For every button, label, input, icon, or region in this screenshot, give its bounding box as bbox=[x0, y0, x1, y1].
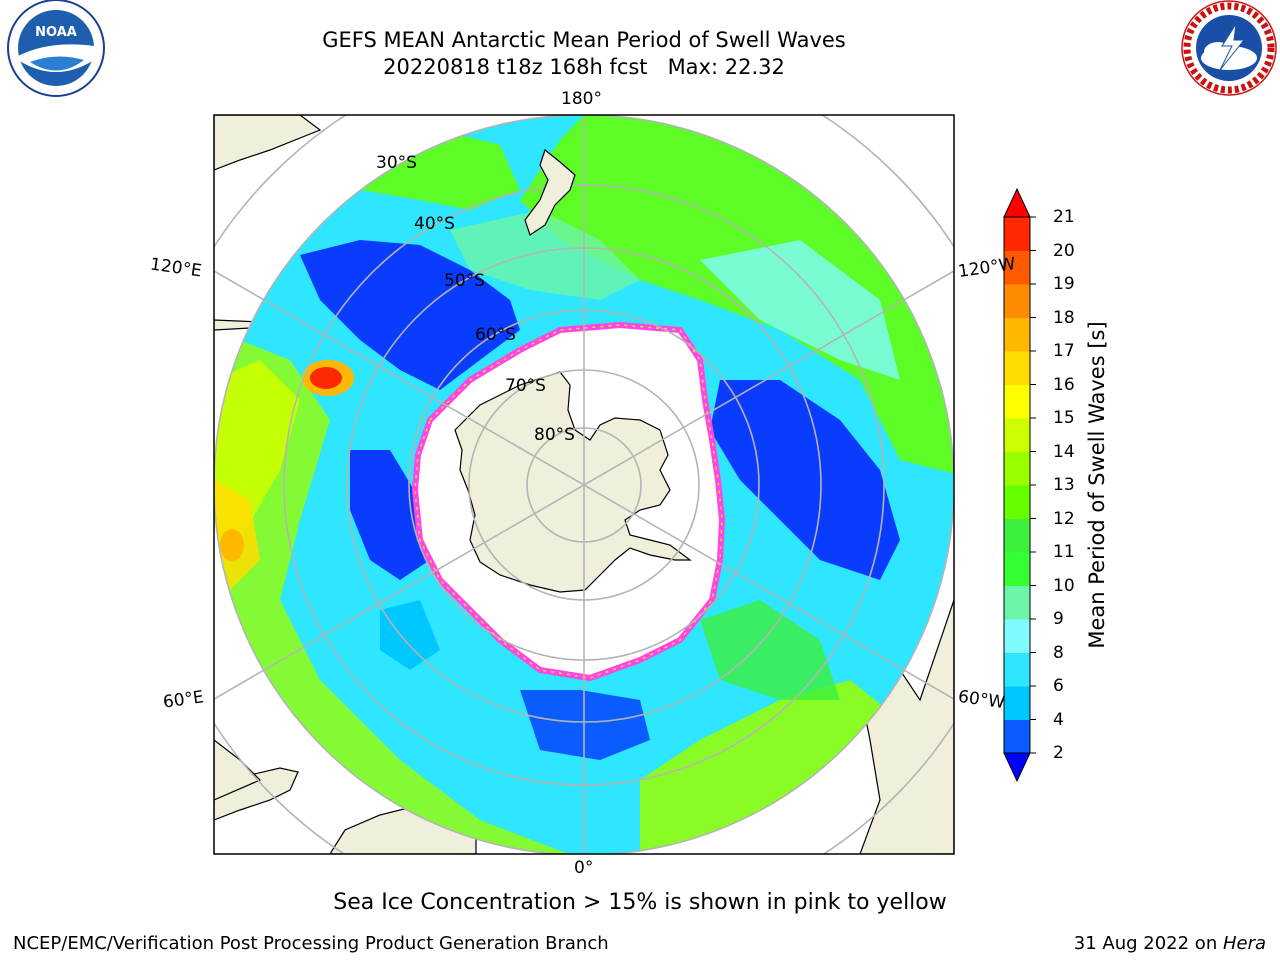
map-title: GEFS MEAN Antarctic Mean Period of Swell… bbox=[322, 28, 846, 52]
colorbar-swatch bbox=[1004, 451, 1030, 486]
nws-logo-icon bbox=[1181, 0, 1277, 96]
colorbar-tick-label: 2 bbox=[1053, 743, 1064, 763]
colorbar-tick-label: 4 bbox=[1053, 709, 1064, 730]
colorbar-swatch bbox=[1004, 485, 1030, 519]
colorbar-under-arrow bbox=[1003, 752, 1031, 783]
colorbar-swatch bbox=[1004, 518, 1030, 553]
colorbar-tick-label: 19 bbox=[1053, 274, 1075, 294]
lon-label-0: 0° bbox=[574, 858, 594, 878]
colorbar-swatch bbox=[1004, 619, 1030, 653]
colorbar-tick-label: 10 bbox=[1053, 575, 1075, 596]
footer-host: Hera bbox=[1222, 933, 1266, 954]
colorbar-tick-label: 13 bbox=[1053, 475, 1075, 495]
colorbar-swatch bbox=[1004, 384, 1030, 419]
colorbar-tick-label: 17 bbox=[1053, 341, 1075, 361]
colorbar-swatch bbox=[1004, 585, 1030, 620]
caption: Sea Ice Concentration > 15% is shown in … bbox=[333, 890, 947, 915]
colorbar-label: Mean Period of Swell Waves [s] bbox=[1085, 321, 1109, 649]
map-subtitle: 20220818 t18z 168h fcst Max: 22.32 bbox=[383, 55, 785, 79]
colorbar-tick-label: 9 bbox=[1053, 609, 1064, 629]
lat-label-50s: 50°S bbox=[444, 271, 485, 291]
colorbar-tick-label: 20 bbox=[1053, 240, 1075, 261]
colorbar-tick-label: 16 bbox=[1053, 374, 1075, 395]
colorbar-swatch bbox=[1004, 250, 1030, 285]
graticule bbox=[214, 115, 954, 854]
colorbar-tick-label: 6 bbox=[1053, 676, 1064, 696]
colorbar-swatch bbox=[1004, 719, 1030, 754]
footer-date: 31 Aug 2022 on Hera bbox=[1074, 933, 1266, 954]
noaa-logo-icon: NOAA bbox=[7, 0, 105, 97]
lat-label-60s: 60°S bbox=[475, 325, 516, 345]
lat-label-30s: 30°S bbox=[376, 153, 417, 173]
colorbar-swatch bbox=[1004, 317, 1030, 352]
colorbar-over-arrow bbox=[1003, 187, 1031, 218]
lat-label-80s: 80°S bbox=[534, 425, 575, 445]
map-frame bbox=[213, 114, 955, 855]
new-zealand-land bbox=[524, 148, 576, 236]
colorbar-tick-label: 8 bbox=[1053, 642, 1064, 663]
colorbar-swatch bbox=[1004, 284, 1030, 318]
colorbar-swatch bbox=[1004, 351, 1030, 385]
colorbar-tick-label: 15 bbox=[1053, 408, 1075, 428]
lon-label-180: 180° bbox=[561, 89, 602, 109]
footer-credit: NCEP/EMC/Verification Post Processing Pr… bbox=[13, 933, 609, 954]
colorbar-swatch bbox=[1004, 217, 1030, 251]
colorbar-swatch bbox=[1004, 652, 1030, 687]
colorbar-tick-label: 12 bbox=[1053, 508, 1075, 529]
antarctica-landmass bbox=[454, 371, 692, 593]
colorbar-swatch bbox=[1004, 418, 1030, 452]
footer-date-text: 31 Aug 2022 on bbox=[1073, 933, 1223, 954]
svg-text:NOAA: NOAA bbox=[35, 25, 77, 40]
lat-label-70s: 70°S bbox=[505, 376, 546, 396]
colorbar-tick-label: 21 bbox=[1053, 207, 1075, 227]
colorbar-swatch bbox=[1004, 686, 1030, 720]
colorbar-tick-label: 14 bbox=[1053, 441, 1075, 462]
colorbar-swatch bbox=[1004, 552, 1030, 586]
colorbar-tick-label: 18 bbox=[1053, 307, 1075, 328]
map-area bbox=[214, 115, 954, 854]
colorbar-tick-label: 11 bbox=[1053, 542, 1075, 562]
colorbar bbox=[1003, 187, 1036, 783]
lat-label-40s: 40°S bbox=[414, 214, 455, 234]
